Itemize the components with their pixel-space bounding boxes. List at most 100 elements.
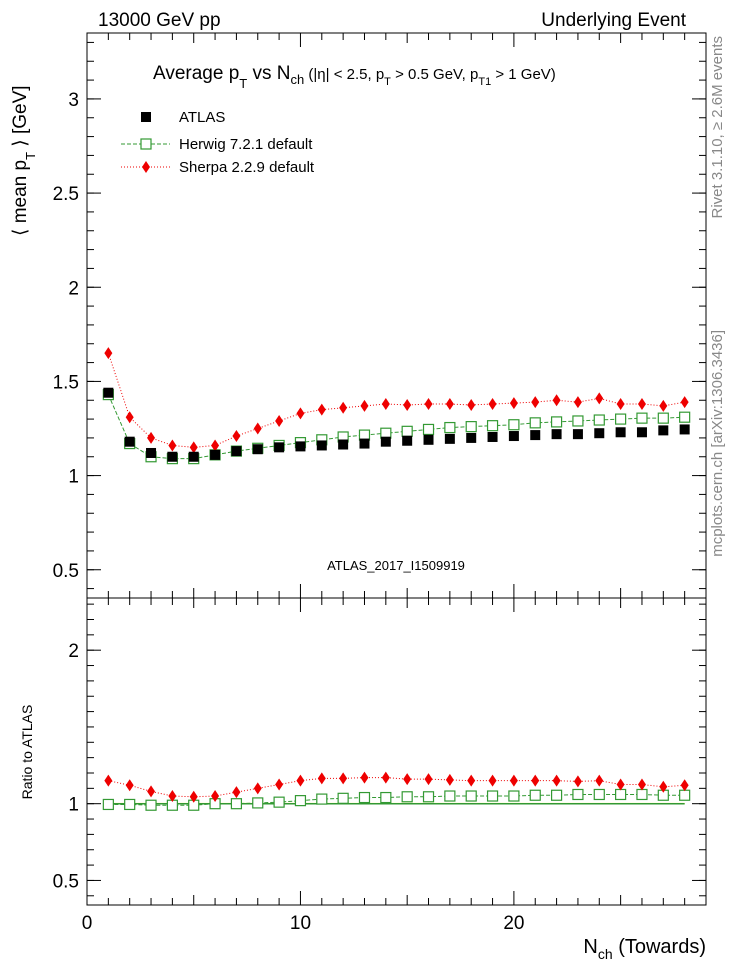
x-tick-label: 10 bbox=[290, 913, 311, 934]
atlas-point bbox=[210, 449, 221, 460]
herwig-point bbox=[444, 790, 456, 802]
header-left: 13000 GeV pp bbox=[98, 10, 221, 31]
sherpa-point bbox=[253, 782, 262, 795]
sherpa-line bbox=[108, 777, 685, 798]
y-tick-label: 3 bbox=[68, 90, 79, 111]
herwig-point bbox=[230, 798, 243, 810]
sherpa-point bbox=[573, 775, 582, 788]
ratio-y-label: Ratio to ATLAS bbox=[19, 705, 35, 800]
ratio-frame bbox=[86, 597, 707, 906]
y-tick-label: 2.5 bbox=[53, 184, 79, 205]
sherpa-point bbox=[147, 785, 156, 798]
side-label-top: Rivet 3.1.10, ≥ 2.6M events bbox=[709, 36, 726, 219]
herwig-point bbox=[422, 423, 435, 436]
sherpa-point bbox=[595, 392, 604, 405]
sherpa-point bbox=[424, 398, 433, 411]
y-tick-label: 0.5 bbox=[53, 871, 79, 892]
sherpa-point bbox=[595, 774, 604, 787]
sherpa-point bbox=[168, 439, 177, 452]
atlas-point bbox=[551, 429, 562, 440]
x-tick-label: 20 bbox=[503, 913, 524, 934]
sherpa-point bbox=[403, 398, 412, 411]
herwig-point bbox=[465, 421, 477, 433]
y-tick-label: 1 bbox=[68, 467, 79, 488]
sherpa-point bbox=[445, 398, 454, 411]
sherpa-point bbox=[637, 398, 646, 411]
atlas-point bbox=[252, 444, 263, 455]
ratio-series bbox=[102, 771, 691, 811]
herwig-point bbox=[572, 415, 584, 427]
atlas-point bbox=[188, 451, 199, 462]
herwig-point bbox=[636, 412, 648, 424]
herwig-point bbox=[636, 788, 648, 801]
atlas-point bbox=[530, 430, 541, 441]
atlas-point bbox=[658, 425, 669, 436]
herwig-point bbox=[508, 419, 520, 431]
atlas-point bbox=[508, 431, 519, 442]
y-tick-label: 2 bbox=[68, 641, 79, 662]
ratio-y-ticks: 0.5 1 2 bbox=[53, 603, 706, 897]
legend-item-sherpa: Sherpa 2.2.9 default bbox=[121, 159, 315, 176]
atlas-point bbox=[274, 442, 285, 453]
sherpa-point bbox=[211, 439, 220, 452]
legend: ATLAS Herwig 7.2.1 default Sherpa 2.2.9 … bbox=[121, 109, 315, 176]
main-series bbox=[102, 347, 691, 465]
sherpa-point bbox=[296, 774, 305, 787]
atlas-point bbox=[167, 451, 178, 462]
sherpa-point bbox=[424, 773, 433, 786]
sherpa-point bbox=[509, 397, 518, 410]
sherpa-point bbox=[531, 774, 540, 787]
herwig-point bbox=[252, 797, 264, 809]
legend-label-atlas: ATLAS bbox=[179, 109, 225, 126]
main-title: Average pT vs Nch (|η| < 2.5, pT > 0.5 G… bbox=[153, 63, 556, 91]
herwig-point bbox=[401, 791, 413, 803]
atlas-point bbox=[103, 387, 114, 398]
sherpa-point bbox=[339, 401, 348, 414]
herwig-point bbox=[380, 791, 392, 804]
x-tick-label: 0 bbox=[82, 913, 93, 934]
ratio-panel: 0.5 1 2 0 10 20 Ratio to ATLAS bbox=[19, 597, 707, 934]
sherpa-point bbox=[552, 394, 561, 407]
herwig-point bbox=[486, 790, 499, 802]
atlas-point bbox=[444, 433, 455, 444]
sherpa-point bbox=[616, 778, 625, 791]
sherpa-point bbox=[360, 399, 369, 412]
atlas-point bbox=[423, 434, 434, 445]
atlas-point bbox=[380, 436, 391, 447]
sherpa-point bbox=[488, 774, 497, 787]
sherpa-point bbox=[275, 778, 284, 791]
sherpa-point bbox=[125, 779, 134, 792]
herwig-point bbox=[593, 788, 605, 801]
herwig-point bbox=[529, 789, 541, 801]
legend-label-sherpa: Sherpa 2.2.9 default bbox=[179, 159, 315, 176]
main-y-label: ⟨ mean pT ⟩ [GeV] bbox=[10, 85, 38, 236]
atlas-point bbox=[615, 427, 626, 438]
herwig-point bbox=[550, 789, 563, 801]
legend-marker-sherpa bbox=[142, 161, 150, 173]
legend-item-atlas: ATLAS bbox=[141, 109, 225, 126]
sherpa-point bbox=[211, 790, 220, 803]
atlas-point bbox=[359, 438, 370, 449]
sherpa-point bbox=[317, 772, 326, 785]
herwig-line bbox=[108, 793, 685, 806]
sherpa-point bbox=[253, 422, 262, 435]
herwig-point bbox=[273, 796, 285, 808]
atlas-point bbox=[594, 428, 605, 439]
atlas-point bbox=[466, 432, 477, 443]
sherpa-point bbox=[573, 396, 582, 409]
herwig-point bbox=[316, 793, 328, 805]
atlas-point bbox=[231, 446, 242, 457]
sherpa-point bbox=[531, 396, 540, 409]
side-label-bottom: mcplots.cern.ch [arXiv:1306.3436] bbox=[709, 330, 726, 557]
atlas-point bbox=[146, 447, 157, 458]
main-x-ticks bbox=[86, 33, 707, 598]
herwig-point bbox=[486, 420, 499, 432]
herwig-point bbox=[572, 788, 584, 801]
sherpa-point bbox=[125, 411, 134, 424]
sherpa-point bbox=[445, 773, 454, 786]
atlas-point bbox=[636, 427, 647, 438]
herwig-point bbox=[124, 798, 136, 811]
y-tick-label: 1.5 bbox=[53, 372, 79, 393]
herwig-point bbox=[337, 792, 349, 804]
